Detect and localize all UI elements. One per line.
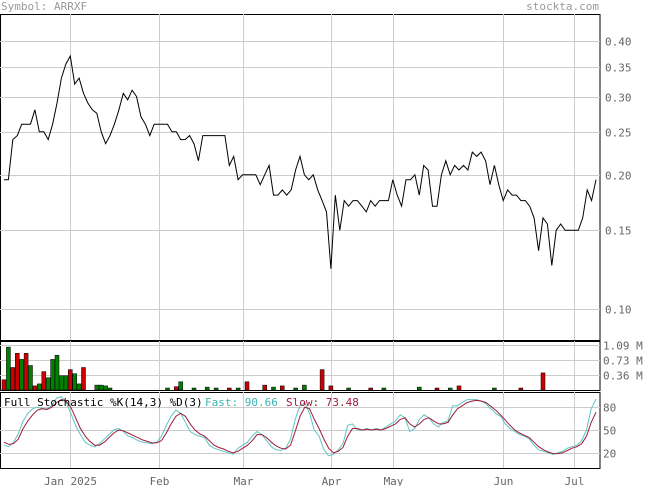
x-tick-label: Apr (322, 475, 342, 486)
price-tick-label: 0.15 (605, 225, 632, 238)
volume-bar (417, 386, 422, 391)
volume-bar (103, 385, 108, 391)
volume-bar (15, 353, 20, 391)
stochastic-tick-label: 80 (603, 402, 616, 415)
volume-bar (81, 367, 86, 391)
volume-bar (174, 386, 179, 391)
price-tick-label: 0.35 (605, 62, 632, 75)
volume-bar (262, 384, 267, 391)
volume-bar (346, 387, 351, 391)
slow-d-line (3, 399, 597, 455)
price-tick-label: 0.10 (605, 304, 632, 317)
volume-bar (244, 381, 250, 391)
volume-bar (1, 379, 7, 391)
stochastic-tick-label: 50 (603, 425, 616, 438)
volume-bar (23, 353, 29, 391)
volume-bar (368, 387, 373, 391)
volume-bar (434, 387, 440, 391)
volume-bar (54, 355, 60, 391)
volume-bar (32, 385, 38, 391)
stochastic-label: Full Stochastic %K(14,3) %D(3) (4, 396, 203, 409)
volume-tick-label: 1.09 M (603, 340, 643, 353)
volume-bar (492, 387, 497, 391)
volume-tick-label: 0.73 M (603, 355, 643, 368)
x-tick-label: Mar (234, 475, 254, 486)
volume-bar (6, 346, 11, 391)
volume-bar (319, 369, 325, 391)
volume-bar (328, 385, 334, 391)
volume-bar (72, 373, 77, 391)
price-panel-frame (0, 14, 601, 341)
stochastic-tick-label: 20 (603, 448, 616, 461)
volume-bar (456, 385, 462, 391)
price-line (4, 54, 597, 269)
volume-bar (94, 384, 100, 391)
volume-bar (213, 387, 219, 391)
symbol-label: Symbol: ARRXF (1, 0, 88, 13)
volume-bar (28, 365, 33, 391)
x-tick-label: May (384, 475, 404, 486)
volume-bar (518, 387, 524, 391)
volume-bar (63, 375, 69, 391)
volume-bar (271, 386, 276, 391)
x-tick-label: Jul (565, 475, 585, 486)
x-tick-label: Jun (494, 475, 514, 486)
volume-bar (107, 387, 113, 391)
volume-bar (45, 377, 51, 391)
x-tick-label: Jan 2025 (44, 475, 97, 486)
volume-bar (302, 384, 307, 391)
volume-bar (235, 387, 241, 391)
volume-bar (10, 367, 16, 391)
slow-value-label: Slow: 73.48 (286, 396, 359, 409)
price-tick-label: 0.20 (605, 170, 632, 183)
price-tick-label: 0.25 (605, 127, 632, 140)
volume-bar (68, 369, 73, 391)
volume-bar (447, 387, 453, 391)
site-name[interactable]: stockta.com (526, 0, 599, 13)
volume-bar (59, 375, 64, 391)
fast-k-line (3, 396, 597, 457)
volume-bar (37, 383, 42, 391)
volume-bar (76, 383, 82, 391)
volume-bar (540, 372, 546, 391)
volume-bar (50, 359, 55, 391)
price-tick-label: 0.30 (605, 92, 632, 105)
volume-bar (280, 385, 285, 391)
volume-bar (19, 359, 24, 391)
volume-bar (293, 387, 298, 391)
volume-bar (165, 387, 170, 391)
volume-bar (178, 381, 183, 391)
volume-bar (191, 387, 197, 391)
volume-bar (381, 387, 387, 391)
volume-panel-frame (0, 341, 601, 391)
fast-value-label: Fast: 90.66 (205, 396, 278, 409)
x-tick-label: Feb (150, 475, 170, 486)
volume-tick-label: 0.36 M (603, 370, 643, 383)
volume-bar (41, 371, 47, 391)
volume-bar (204, 386, 210, 391)
volume-bar (98, 384, 104, 391)
volume-bar (227, 387, 232, 391)
price-tick-label: 0.40 (605, 36, 632, 49)
